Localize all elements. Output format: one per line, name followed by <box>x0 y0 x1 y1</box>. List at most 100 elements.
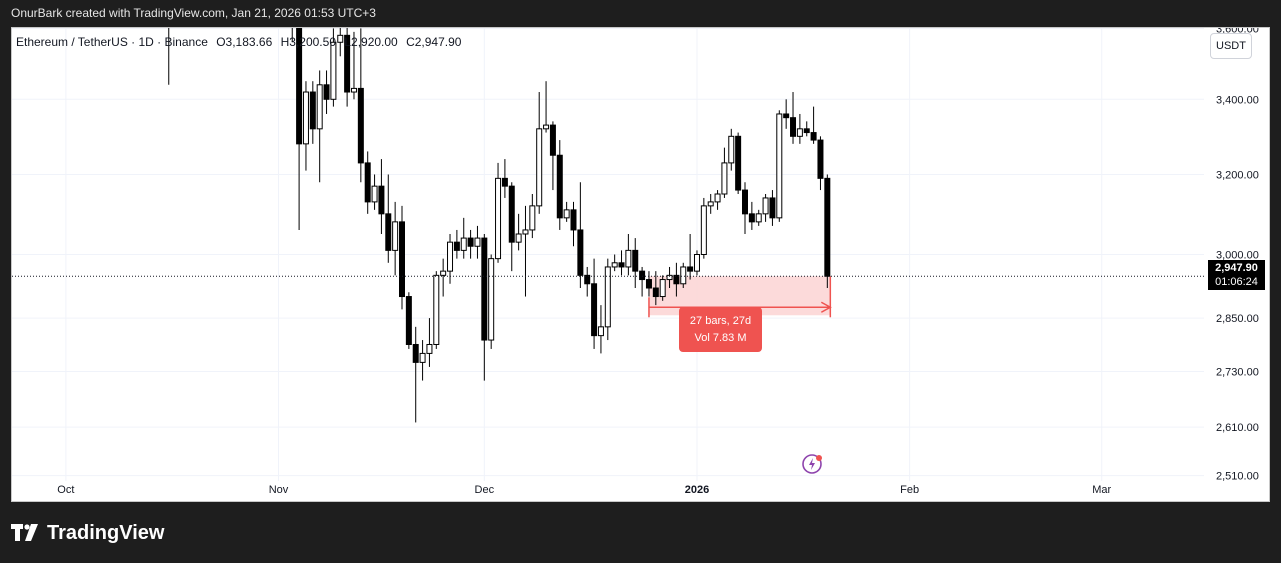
candle-body <box>783 113 790 119</box>
candle[interactable] <box>790 92 797 144</box>
candle[interactable] <box>412 326 419 423</box>
candle[interactable] <box>385 174 392 263</box>
candle-body <box>405 296 412 345</box>
chart-area[interactable]: 3,800.003,600.003,400.003,200.003,000.00… <box>11 27 1270 502</box>
lightning-icon[interactable] <box>802 453 822 474</box>
candle-body <box>742 189 748 215</box>
currency-button[interactable]: USDT <box>1210 33 1252 59</box>
candle-body <box>392 221 399 251</box>
candle[interactable] <box>611 254 618 272</box>
candle[interactable] <box>543 81 550 133</box>
candle[interactable] <box>570 201 577 247</box>
candle[interactable] <box>748 201 755 230</box>
candle[interactable] <box>501 159 508 198</box>
candle[interactable] <box>735 132 742 195</box>
candle[interactable] <box>447 234 454 284</box>
candle[interactable] <box>316 70 323 183</box>
candle[interactable] <box>817 136 824 191</box>
candle[interactable] <box>481 234 488 381</box>
candle[interactable] <box>467 229 474 259</box>
candle[interactable] <box>597 305 604 354</box>
candle[interactable] <box>453 229 460 259</box>
candle[interactable] <box>714 190 721 210</box>
candle[interactable] <box>426 318 433 367</box>
candle[interactable] <box>371 174 378 210</box>
candle-body <box>481 237 488 341</box>
candle[interactable] <box>556 140 563 230</box>
candle[interactable] <box>392 201 399 276</box>
candle[interactable] <box>700 197 707 259</box>
candle-body <box>488 258 495 341</box>
candle[interactable] <box>536 92 543 214</box>
candle-body <box>604 266 611 328</box>
candle[interactable] <box>652 271 659 306</box>
candle[interactable] <box>693 250 700 276</box>
candle[interactable] <box>330 28 337 107</box>
candle[interactable] <box>625 234 632 276</box>
candle[interactable] <box>591 258 598 349</box>
candle[interactable] <box>364 151 371 214</box>
candle[interactable] <box>495 162 502 263</box>
candle[interactable] <box>577 182 584 289</box>
candle[interactable] <box>350 31 357 100</box>
candle[interactable] <box>742 182 748 235</box>
candle[interactable] <box>515 213 522 251</box>
candle[interactable] <box>645 271 652 297</box>
candle[interactable] <box>707 194 714 214</box>
candle[interactable] <box>680 262 687 289</box>
candle[interactable] <box>302 81 309 171</box>
candle[interactable] <box>357 28 364 183</box>
candle[interactable] <box>378 159 385 235</box>
candle-body <box>645 279 652 289</box>
symbol-name[interactable]: Ethereum / TetherUS · 1D · Binance <box>16 35 208 49</box>
candle[interactable] <box>673 262 680 297</box>
candle[interactable] <box>639 266 646 297</box>
candle[interactable] <box>508 182 515 272</box>
candle[interactable] <box>337 28 344 57</box>
candle[interactable] <box>488 254 495 349</box>
candle[interactable] <box>419 340 426 381</box>
candle-body <box>591 283 598 337</box>
candle-body <box>632 249 639 272</box>
candle[interactable] <box>399 205 405 310</box>
candle[interactable] <box>796 113 803 144</box>
candle[interactable] <box>824 174 831 289</box>
measure-label: 27 bars, 27d Vol 7.83 M <box>679 307 762 352</box>
candle[interactable] <box>810 106 817 144</box>
candle[interactable] <box>344 28 351 107</box>
candle[interactable] <box>762 194 769 222</box>
candle[interactable] <box>323 70 330 114</box>
candle[interactable] <box>405 292 412 349</box>
candle[interactable] <box>618 250 625 276</box>
candle[interactable] <box>460 217 467 259</box>
close-value: C2,947.90 <box>406 35 462 49</box>
candle[interactable] <box>584 266 591 297</box>
candle[interactable] <box>522 205 529 297</box>
candle[interactable] <box>604 258 611 341</box>
candle[interactable] <box>440 258 447 297</box>
candle[interactable] <box>529 194 536 239</box>
last-price-value: 2,947.90 <box>1215 262 1258 274</box>
candle[interactable] <box>755 209 762 226</box>
candle[interactable] <box>803 121 810 137</box>
candle[interactable] <box>783 99 790 129</box>
candle[interactable] <box>296 28 303 230</box>
candle-body <box>447 241 454 272</box>
chart-svg[interactable]: 3,800.003,600.003,400.003,200.003,000.00… <box>12 28 1269 501</box>
candle[interactable] <box>474 225 481 259</box>
candle[interactable] <box>776 110 783 222</box>
candle[interactable] <box>721 147 728 198</box>
candle[interactable] <box>769 190 776 226</box>
candle[interactable] <box>549 121 556 191</box>
candle[interactable] <box>166 28 171 85</box>
candle-body <box>426 343 433 354</box>
candle[interactable] <box>659 275 666 301</box>
candle[interactable] <box>687 234 694 280</box>
candle-body <box>460 237 467 251</box>
candle[interactable] <box>563 201 570 222</box>
candle[interactable] <box>433 271 440 349</box>
candle[interactable] <box>728 128 735 171</box>
candle[interactable] <box>666 266 673 289</box>
candle[interactable] <box>632 238 639 289</box>
candle[interactable] <box>309 81 316 144</box>
